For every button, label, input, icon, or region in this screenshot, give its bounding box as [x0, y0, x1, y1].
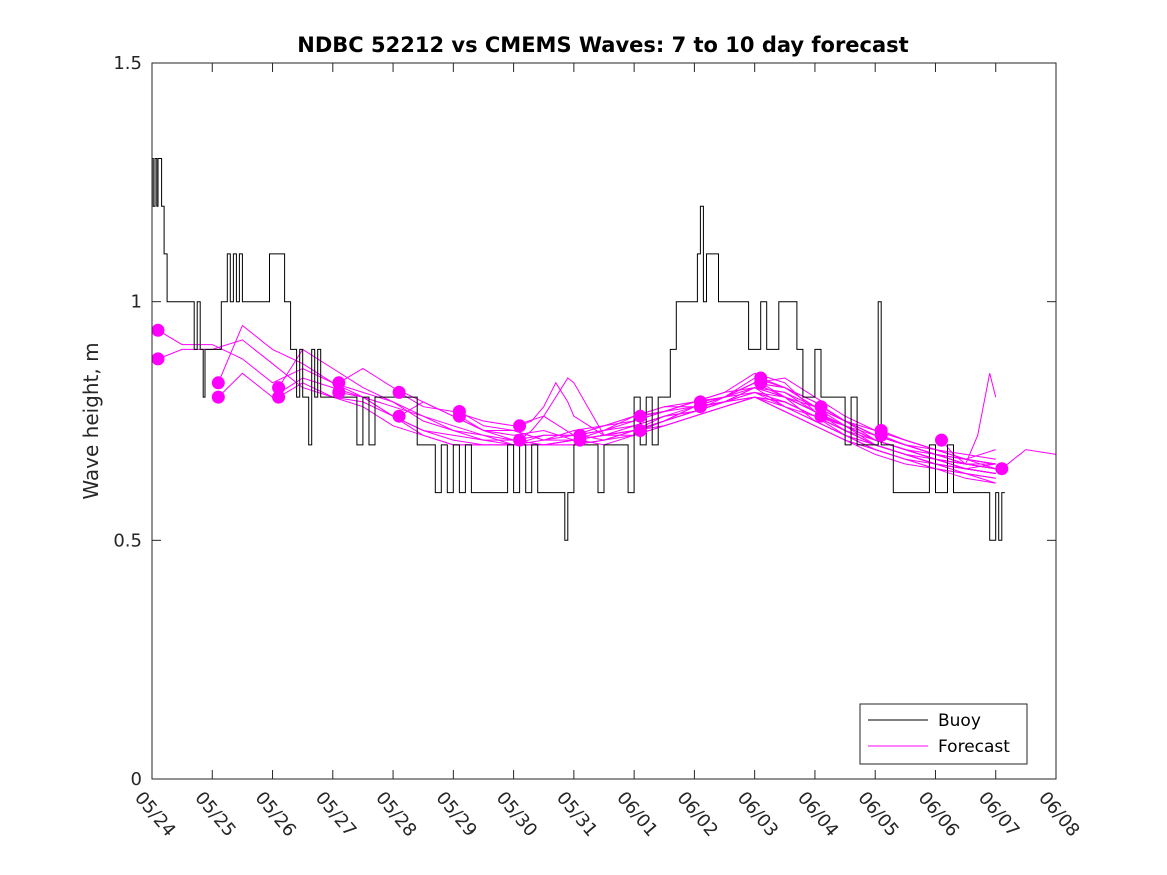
forecast-line-27 [941, 373, 997, 465]
y-tick-label: 1.5 [113, 53, 142, 74]
legend-buoy-label: Buoy [938, 711, 981, 731]
axes-box [151, 62, 1057, 780]
forecast-marker-16 [573, 433, 587, 447]
plot-area [152, 158, 1056, 541]
forecast-marker-22 [754, 376, 768, 390]
y-tick-label: 0.5 [113, 530, 142, 551]
forecast-marker-18 [633, 424, 647, 437]
forecast-marker-24 [814, 409, 828, 423]
forecast-marker-4 [211, 390, 225, 404]
forecast-marker-12 [452, 409, 466, 423]
y-tick-label: 0 [131, 769, 142, 790]
forecast-marker-13 [513, 419, 527, 433]
legend-box [859, 703, 1028, 765]
chart-title: NDBC 52212 vs CMEMS Waves: 7 to 10 day f… [297, 33, 908, 57]
y-tick-label: 1 [131, 292, 142, 313]
forecast-marker-23 [814, 400, 828, 414]
axis-ticks [151, 62, 1057, 780]
forecast-marker-1 [152, 323, 165, 337]
buoy-line [152, 158, 1005, 541]
forecast-marker-17 [633, 409, 647, 423]
forecast-marker-2 [152, 352, 165, 366]
forecast-marker-27 [935, 433, 948, 447]
legend: Buoy Forecast [859, 703, 1028, 765]
forecast-marker-14 [513, 433, 527, 447]
forecast-marker-3 [211, 376, 225, 390]
y-axis-label: Wave height, m [79, 342, 103, 499]
forecast-marker-26 [874, 428, 888, 442]
forecast-marker-7 [332, 376, 346, 390]
forecast-marker-28 [995, 462, 1009, 476]
forecast-marker-10 [392, 409, 406, 423]
forecast-marker-9 [392, 385, 406, 399]
forecast-marker-5 [272, 381, 286, 395]
legend-forecast-label: Forecast [938, 737, 1010, 757]
forecast-line-28 [1001, 449, 1056, 470]
forecast-marker-6 [272, 390, 286, 404]
forecast-marker-8 [332, 385, 346, 399]
forecast-marker-20 [693, 400, 707, 414]
y-tick-labels: 0 0.5 1 1.5 [113, 53, 142, 790]
forecast-line-22 [760, 382, 996, 470]
